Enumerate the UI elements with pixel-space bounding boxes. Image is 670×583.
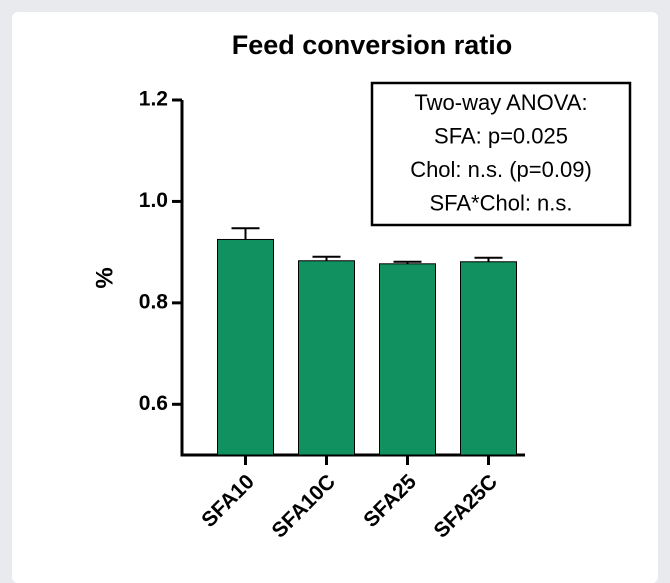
- y-tick-label: 1.2: [139, 88, 168, 111]
- annotation-line: Chol: n.s. (p=0.09): [410, 157, 592, 182]
- bar: [217, 238, 274, 456]
- bar: [298, 260, 355, 456]
- bar: [460, 261, 517, 456]
- y-axis-label: %: [91, 267, 118, 288]
- y-tick-label: 1.0: [139, 189, 168, 212]
- bar: [379, 263, 436, 456]
- annotation-box: [370, 81, 632, 227]
- chart-title: Feed conversion ratio: [232, 30, 513, 60]
- y-tick-label: 0.6: [139, 392, 168, 415]
- annotation-line: SFA*Chol: n.s.: [429, 190, 572, 215]
- y-tick-label: 0.8: [139, 290, 169, 313]
- annotation-line: Two-way ANOVA:: [414, 90, 587, 115]
- annotation-line: SFA: p=0.025: [434, 123, 568, 148]
